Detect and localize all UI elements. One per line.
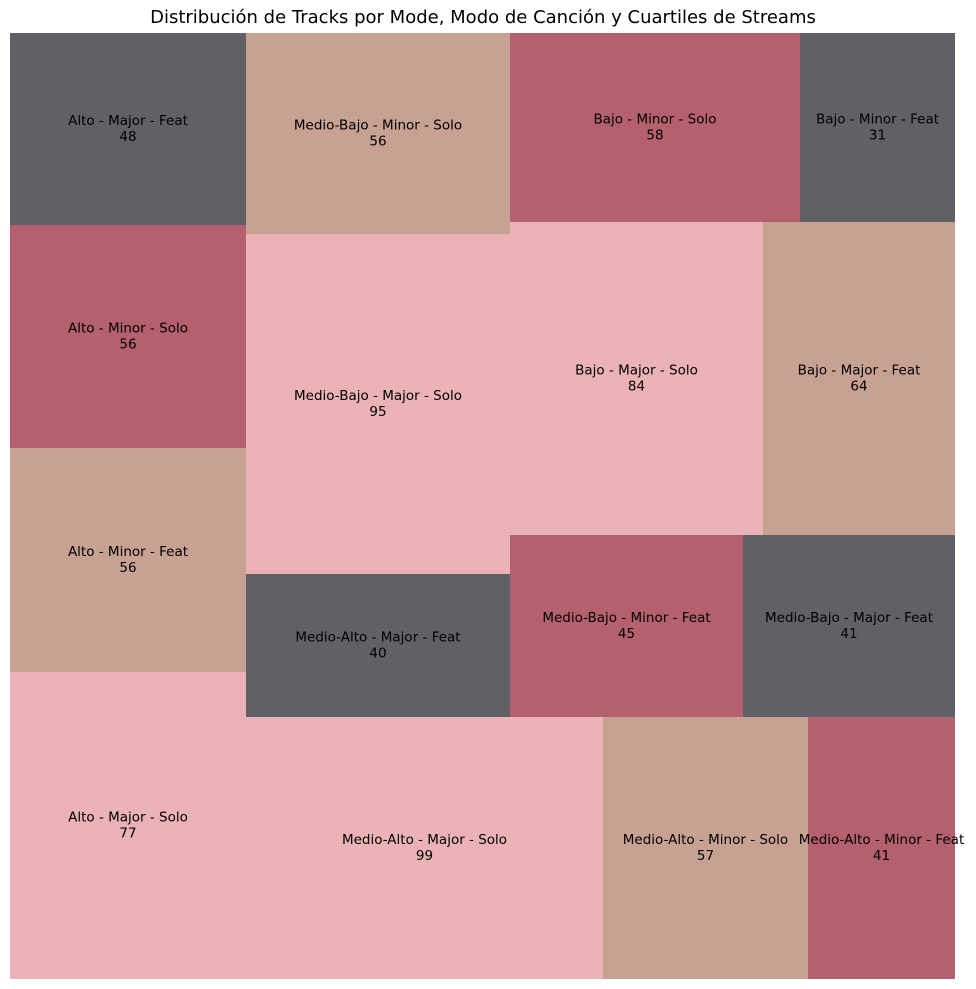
tile-rect [510, 33, 800, 222]
tile-value: 99 [416, 848, 433, 864]
tile-value: 31 [869, 128, 886, 144]
tile-value: 41 [840, 626, 857, 642]
tile-rect [10, 33, 246, 225]
tile-value: 77 [119, 826, 136, 842]
tile-value: 41 [873, 848, 890, 864]
tile-value: 45 [618, 626, 635, 642]
tile-label: Bajo - Minor - Feat [816, 112, 939, 128]
tile-label: Alto - Minor - Solo [68, 321, 188, 337]
tile-value: 40 [369, 646, 386, 662]
tile-value: 84 [628, 379, 645, 395]
tile-label: Alto - Major - Solo [68, 810, 188, 826]
tile-label: Medio-Alto - Minor - Feat [799, 832, 964, 848]
tile-value: 48 [119, 129, 136, 145]
tile-rect [10, 225, 246, 448]
tile-value: 64 [850, 379, 867, 395]
tile-label: Bajo - Minor - Solo [593, 112, 716, 128]
tile-value: 56 [119, 560, 136, 576]
tile-label: Medio-Bajo - Minor - Solo [294, 118, 462, 134]
tile-rect [10, 448, 246, 672]
tile-value: 95 [369, 404, 386, 420]
tile-rect [743, 535, 955, 717]
tile-rect [510, 535, 743, 717]
tile-rect [246, 717, 603, 979]
tile-rect [246, 234, 510, 574]
tile-label: Medio-Bajo - Major - Feat [765, 610, 933, 626]
tile-rect [246, 574, 510, 717]
tile-label: Medio-Alto - Major - Solo [342, 832, 507, 848]
tile-rect [510, 222, 763, 535]
tile-label: Medio-Bajo - Minor - Feat [542, 610, 710, 626]
tile-value: 58 [646, 128, 663, 144]
tile-label: Bajo - Major - Feat [798, 363, 921, 379]
tile-rect [808, 717, 955, 979]
tile-value: 56 [119, 337, 136, 353]
tile-label: Medio-Alto - Major - Feat [295, 630, 460, 646]
tile-rect [763, 222, 955, 535]
tile-value: 57 [697, 848, 714, 864]
chart-title: Distribución de Tracks por Mode, Modo de… [150, 7, 816, 28]
tile-label: Bajo - Major - Solo [575, 363, 698, 379]
tile-label: Medio-Bajo - Major - Solo [294, 388, 462, 404]
tile-value: 56 [369, 134, 386, 150]
tile-rect [246, 33, 510, 234]
tile-label: Alto - Minor - Feat [68, 544, 188, 560]
tile-rect [603, 717, 808, 979]
tile-rect [10, 672, 246, 979]
tile-rect [800, 33, 955, 222]
tile-label: Medio-Alto - Minor - Solo [623, 832, 788, 848]
tile-label: Alto - Major - Feat [68, 113, 188, 129]
